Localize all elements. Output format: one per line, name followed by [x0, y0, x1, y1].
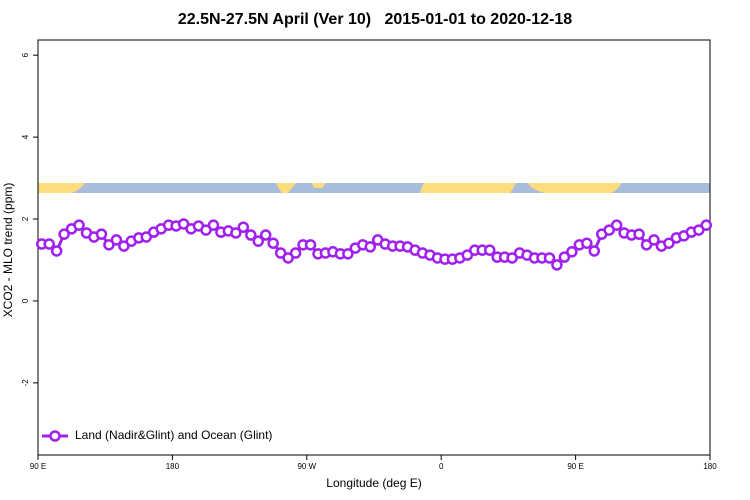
data-point	[648, 234, 660, 246]
map-strip	[38, 183, 710, 193]
x-tick-label: 90 W	[297, 462, 316, 471]
data-point	[342, 248, 354, 260]
y-tick-label: -2	[21, 379, 30, 387]
data-point	[633, 228, 645, 240]
x-tick-label: 180	[703, 462, 717, 471]
data-point	[207, 219, 220, 231]
land	[528, 183, 622, 193]
y-tick-label: 6	[21, 52, 30, 57]
land	[312, 183, 326, 188]
legend-label: Land (Nadir&Glint) and Ocean (Glint)	[75, 428, 272, 442]
data-point	[230, 227, 242, 239]
x-tick-label: 0	[439, 462, 444, 471]
x-tick-label: 180	[166, 462, 180, 471]
data-point	[663, 237, 675, 249]
data-point	[95, 228, 108, 240]
chart-title: 22.5N-27.5N April (Ver 10) 2015-01-01 to…	[178, 11, 572, 28]
data-point	[610, 219, 623, 231]
land	[420, 183, 516, 193]
data-point	[304, 239, 317, 251]
data-point	[252, 235, 265, 247]
data-point	[588, 245, 601, 257]
data-point	[259, 229, 272, 241]
data-point	[58, 228, 70, 240]
data-point	[566, 246, 578, 258]
x-axis-label: Longitude (deg E)	[326, 476, 421, 490]
legend-marker	[49, 430, 61, 442]
data-point	[543, 252, 556, 264]
data-point	[43, 238, 55, 250]
data-point	[483, 244, 496, 256]
data-point	[364, 241, 377, 253]
data-point	[558, 251, 571, 263]
data-point	[110, 234, 123, 246]
data-point	[237, 221, 250, 233]
data-point	[73, 219, 85, 231]
data-point	[50, 245, 63, 257]
data-point	[700, 219, 713, 231]
data-point	[289, 247, 302, 259]
ocean-band	[38, 183, 710, 193]
y-tick-label: 0	[21, 298, 30, 303]
data-point	[245, 229, 257, 241]
x-tick-label: 90 E	[30, 462, 46, 471]
data-point	[267, 237, 279, 249]
land	[38, 183, 85, 193]
y-tick-label: 4	[21, 134, 30, 139]
y-axis-label: XCO2 - MLO trend (ppm)	[1, 183, 15, 318]
data-point	[551, 259, 563, 271]
land	[276, 183, 296, 193]
y-tick-label: 2	[21, 216, 30, 221]
data-point	[581, 237, 593, 249]
x-tick-label: 90 E	[567, 462, 583, 471]
